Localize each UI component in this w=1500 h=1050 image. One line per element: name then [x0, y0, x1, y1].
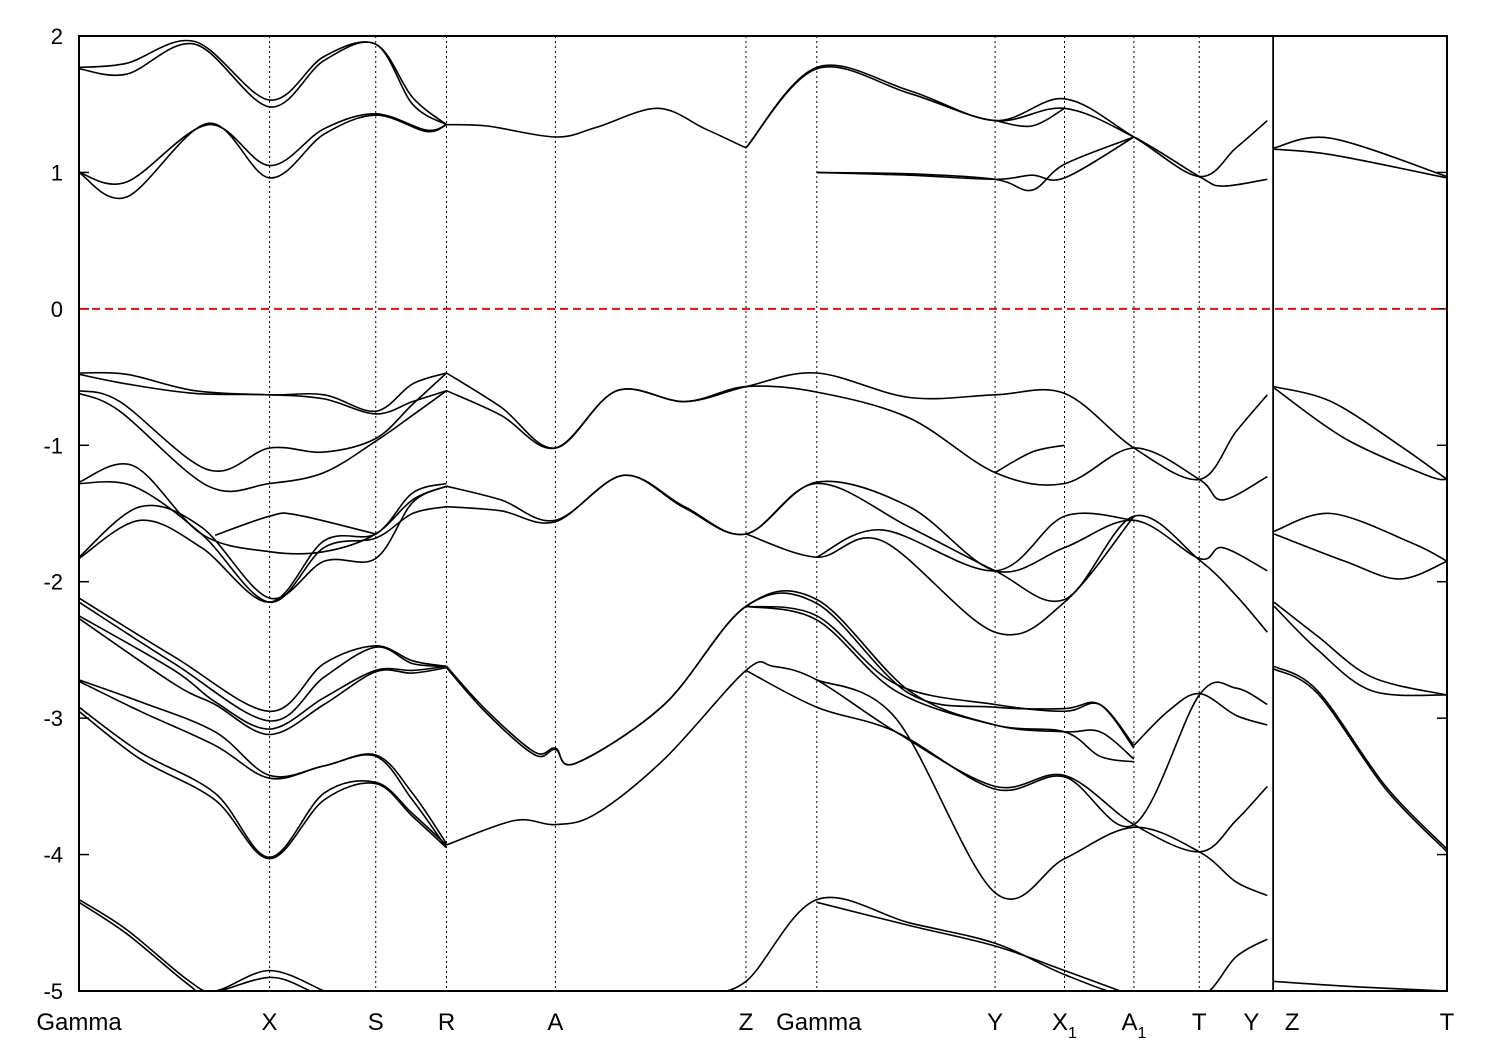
band-line	[79, 901, 313, 991]
band-line	[79, 617, 447, 736]
band-line	[994, 107, 1065, 128]
ytick-label: -5	[43, 979, 63, 1004]
band-line	[79, 680, 448, 849]
kpoint-label-subscript: 1	[1137, 1025, 1146, 1042]
band-line	[79, 482, 447, 604]
band-line	[79, 679, 448, 845]
band-line	[1273, 668, 1447, 853]
ytick-label: 0	[51, 297, 63, 322]
band-line	[745, 605, 1135, 746]
band-line	[1273, 665, 1447, 850]
ytick-label: 1	[51, 160, 63, 185]
band-line	[79, 480, 447, 604]
band-line	[446, 372, 1268, 481]
band-series-group	[79, 39, 1447, 991]
kpoint-label: A	[547, 1009, 563, 1036]
kpoint-label: X	[262, 1009, 278, 1036]
kpoint-label: Y	[987, 1009, 1003, 1036]
band-line	[745, 669, 1268, 828]
band-line	[79, 390, 447, 493]
band-line	[79, 373, 447, 415]
band-line	[745, 66, 1268, 187]
band-line	[446, 107, 747, 149]
band-line	[816, 136, 1135, 192]
band-line	[1274, 148, 1447, 179]
kpoint-label: X1	[1052, 1009, 1077, 1042]
band-line	[79, 615, 447, 730]
band-line	[445, 592, 1135, 766]
y-axis-ticks: 2 1 0 -1 -2 -3 -4 -5	[43, 24, 1447, 1004]
band-line	[816, 901, 1121, 991]
band-line	[816, 512, 1134, 572]
kpoint-label: Y	[1243, 1009, 1259, 1036]
band-line	[1133, 692, 1268, 746]
band-line	[79, 41, 447, 126]
plot-frame	[78, 35, 1448, 992]
band-line	[79, 463, 447, 555]
band-line	[445, 589, 1135, 766]
band-line	[1274, 980, 1447, 991]
band-line	[1273, 533, 1447, 580]
band-line	[446, 474, 1268, 573]
band-line	[1273, 387, 1447, 481]
band-line	[745, 605, 1135, 763]
band-line	[214, 512, 376, 537]
band-line	[446, 474, 1268, 633]
band-line	[1273, 136, 1447, 178]
kpoint-label: A1	[1121, 1009, 1146, 1042]
band-line	[79, 710, 448, 860]
band-line	[79, 39, 448, 126]
ytick-label: 2	[51, 24, 63, 49]
band-line	[79, 485, 447, 600]
band-line	[79, 112, 447, 185]
high-symmetry-lines	[269, 36, 1275, 991]
band-line	[1273, 512, 1447, 563]
band-line	[816, 679, 1268, 901]
kpoint-label: Gamma	[36, 1009, 122, 1036]
band-line	[446, 385, 1268, 501]
band-line	[79, 898, 327, 991]
band-line	[994, 444, 1065, 474]
band-line	[1273, 601, 1447, 696]
band-line	[1273, 605, 1447, 697]
band-line	[816, 136, 1135, 181]
band-line	[745, 515, 1135, 636]
kpoint-label: Gamma	[776, 1009, 862, 1036]
band-line	[1273, 385, 1447, 481]
ytick-label: -4	[43, 843, 63, 868]
kpoint-label: Z	[1285, 1009, 1300, 1036]
ytick-label: -2	[43, 570, 63, 595]
kpoint-label: T	[1192, 1009, 1207, 1036]
band-line	[79, 597, 447, 713]
ytick-label: -3	[43, 706, 63, 731]
band-line	[79, 601, 447, 722]
kpoint-label: T	[1440, 1009, 1455, 1036]
kpoint-label-subscript: 1	[1068, 1025, 1077, 1042]
band-line	[745, 64, 1268, 178]
kpoint-label: S	[368, 1009, 384, 1036]
band-line	[79, 372, 448, 473]
band-line	[79, 371, 447, 413]
ytick-label: -1	[43, 433, 63, 458]
x-axis-kpoint-labels: Gamma X S R A Z Gamma Y X1 A1 T Y Z T	[36, 1009, 1454, 1042]
band-line	[79, 114, 447, 200]
kpoint-label: Z	[739, 1009, 754, 1036]
kpoint-label: R	[438, 1009, 455, 1036]
band-line	[79, 706, 448, 859]
band-line	[723, 896, 1268, 991]
